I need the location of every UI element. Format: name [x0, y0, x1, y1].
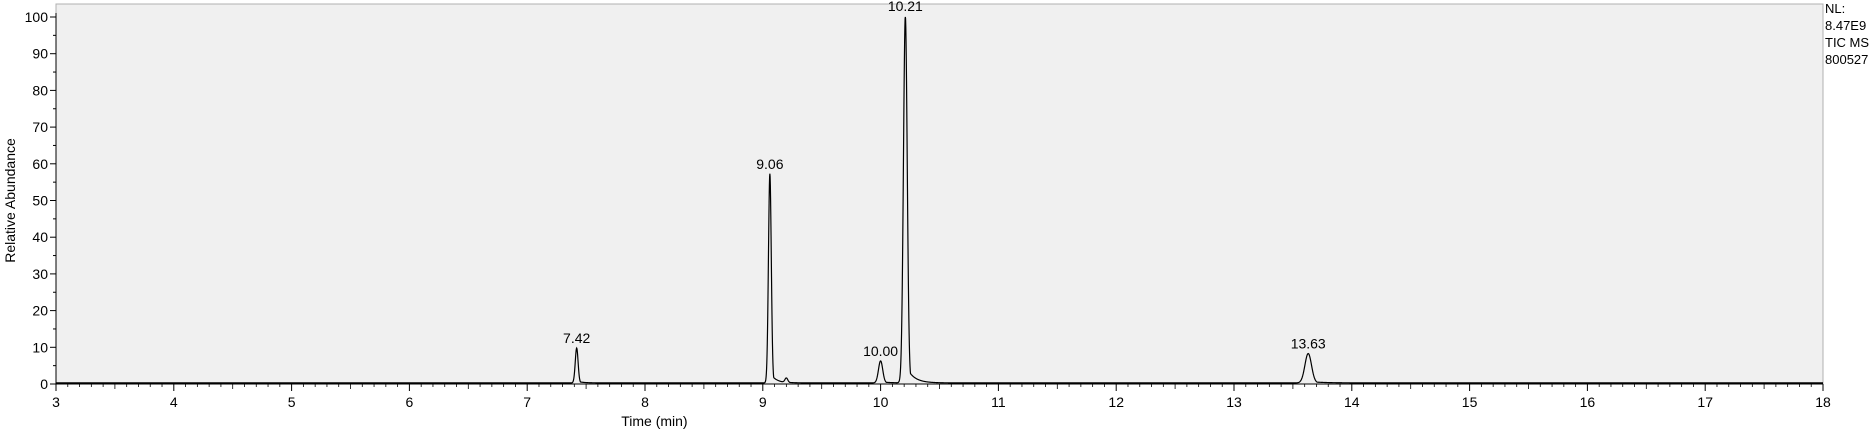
- peak-label: 10.00: [863, 343, 898, 359]
- y-tick-label: 90: [32, 46, 48, 62]
- y-axis-title: Relative Abundance: [2, 138, 18, 263]
- x-tick-label: 7: [523, 394, 531, 410]
- peak-label: 9.06: [756, 156, 783, 172]
- x-tick-label: 13: [1226, 394, 1242, 410]
- info-text-line: 800527: [1825, 52, 1868, 67]
- info-text-line: 8.47E9: [1825, 18, 1866, 33]
- y-tick-label: 40: [32, 229, 48, 245]
- peak-label: 10.21: [888, 0, 923, 14]
- x-axis-title: Time (min): [621, 413, 687, 429]
- y-tick-label: 30: [32, 266, 48, 282]
- x-tick-label: 9: [759, 394, 767, 410]
- y-tick-label: 20: [32, 303, 48, 319]
- peak-label: 7.42: [563, 330, 590, 346]
- peak-label: 13.63: [1291, 336, 1326, 352]
- info-text-line: TIC MS: [1825, 35, 1869, 50]
- x-tick-label: 4: [170, 394, 178, 410]
- x-tick-label: 16: [1580, 394, 1596, 410]
- x-tick-label: 8: [641, 394, 649, 410]
- x-tick-label: 3: [52, 394, 60, 410]
- x-tick-label: 6: [406, 394, 414, 410]
- x-tick-label: 15: [1462, 394, 1478, 410]
- x-tick-label: 5: [288, 394, 296, 410]
- y-tick-label: 50: [32, 193, 48, 209]
- x-tick-label: 14: [1344, 394, 1360, 410]
- info-text-line: NL:: [1825, 1, 1845, 16]
- plot-area: [55, 3, 1824, 385]
- x-tick-label: 12: [1108, 394, 1124, 410]
- y-tick-label: 100: [25, 9, 49, 25]
- y-tick-label: 80: [32, 82, 48, 98]
- x-tick-label: 11: [991, 394, 1006, 410]
- y-tick-label: 70: [32, 119, 48, 135]
- x-tick-label: 17: [1697, 394, 1713, 410]
- y-tick-label: 10: [32, 339, 48, 355]
- y-tick-label: 60: [32, 156, 48, 172]
- x-tick-label: 10: [873, 394, 889, 410]
- y-tick-label: 0: [40, 376, 48, 392]
- chromatogram-trace: [56, 16, 1823, 384]
- x-tick-label: 18: [1815, 394, 1831, 410]
